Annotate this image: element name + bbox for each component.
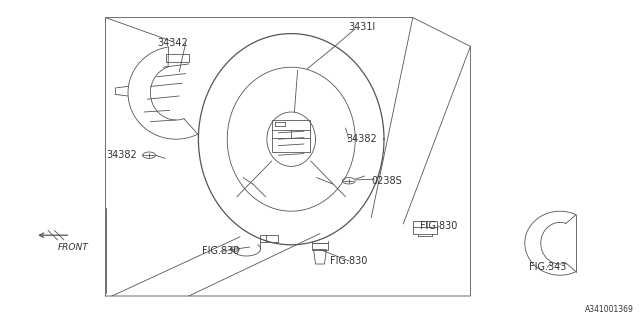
Text: 0238S: 0238S [372,176,403,186]
Text: 34382: 34382 [346,134,377,144]
Bar [260,235,278,242]
Text: FIG.343: FIG.343 [529,262,566,272]
Bar [166,54,189,62]
Text: 34342: 34342 [157,38,188,48]
Text: 3431l: 3431l [348,22,375,32]
Text: FIG.830: FIG.830 [330,256,367,266]
Bar [413,221,437,234]
Text: FIG.830: FIG.830 [420,220,457,231]
Bar [272,120,310,152]
Bar [312,243,328,250]
Text: FIG.830: FIG.830 [202,246,239,256]
Text: 34382: 34382 [106,150,137,160]
Text: A341001369: A341001369 [585,305,634,314]
Text: FRONT: FRONT [58,243,89,252]
